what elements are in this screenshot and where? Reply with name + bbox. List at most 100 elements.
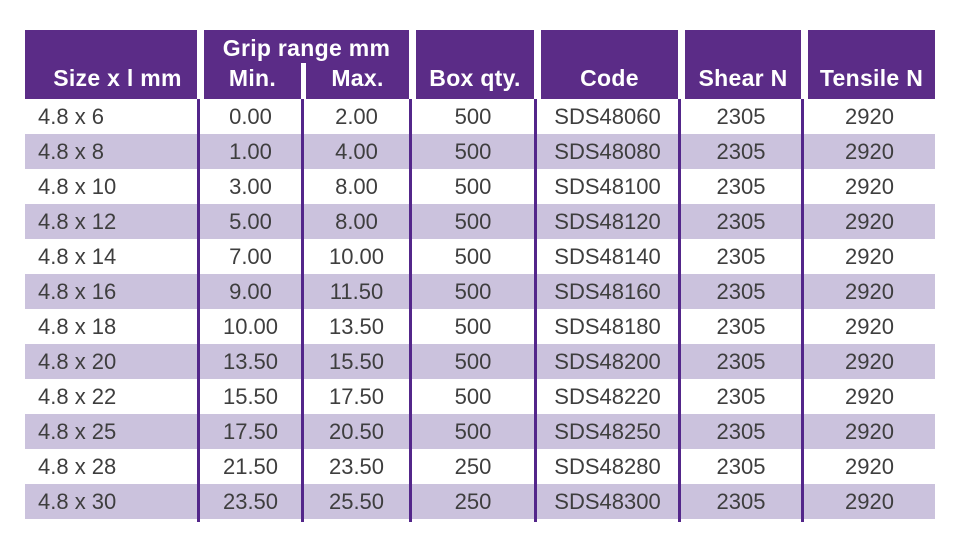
cell-box-qty: 500: [409, 414, 534, 449]
header-grip-range-group: Grip range mm: [197, 30, 409, 63]
cell-size: 4.8 x 12: [25, 204, 197, 239]
cell-code: SDS48120: [534, 204, 678, 239]
cell-size: 4.8 x 6: [25, 99, 197, 134]
grid-line-tail: [197, 519, 301, 522]
table-row: 4.8 x 10 3.00 8.00 500 SDS48100 2305 292…: [25, 169, 935, 204]
cell-code: SDS48140: [534, 239, 678, 274]
cell-size: 4.8 x 22: [25, 379, 197, 414]
cell-code: SDS48080: [534, 134, 678, 169]
cell-tensile: 2920: [801, 414, 935, 449]
table-row: 4.8 x 30 23.50 25.50 250 SDS48300 2305 2…: [25, 484, 935, 519]
cell-code: SDS48280: [534, 449, 678, 484]
cell-grip-max: 17.50: [301, 379, 409, 414]
cell-grip-max: 11.50: [301, 274, 409, 309]
cell-grip-min: 1.00: [197, 134, 301, 169]
cell-box-qty: 500: [409, 134, 534, 169]
cell-shear: 2305: [678, 134, 801, 169]
cell-grip-min: 23.50: [197, 484, 301, 519]
cell-grip-min: 0.00: [197, 99, 301, 134]
cell-tensile: 2920: [801, 169, 935, 204]
product-spec-table: Size x l mm Grip range mm Box qty. Code …: [25, 30, 935, 522]
cell-grip-min: 5.00: [197, 204, 301, 239]
cell-grip-min: 17.50: [197, 414, 301, 449]
cell-shear: 2305: [678, 484, 801, 519]
cell-shear: 2305: [678, 449, 801, 484]
header-size: Size x l mm: [25, 30, 197, 99]
cell-grip-max: 8.00: [301, 204, 409, 239]
cell-size: 4.8 x 28: [25, 449, 197, 484]
header-row-group: Size x l mm Grip range mm Box qty. Code …: [25, 30, 935, 99]
cell-tensile: 2920: [801, 379, 935, 414]
grid-line-tail: [301, 519, 409, 522]
cell-tensile: 2920: [801, 204, 935, 239]
table-footer: [25, 519, 935, 522]
cell-box-qty: 500: [409, 274, 534, 309]
cell-size: 4.8 x 10: [25, 169, 197, 204]
cell-grip-min: 13.50: [197, 344, 301, 379]
cell-shear: 2305: [678, 414, 801, 449]
cell-box-qty: 500: [409, 99, 534, 134]
cell-size: 4.8 x 8: [25, 134, 197, 169]
cell-shear: 2305: [678, 309, 801, 344]
cell-grip-max: 25.50: [301, 484, 409, 519]
cell-grip-max: 10.00: [301, 239, 409, 274]
header-grip-min: Min.: [197, 63, 301, 99]
table-row: 4.8 x 6 0.00 2.00 500 SDS48060 2305 2920: [25, 99, 935, 134]
cell-tensile: 2920: [801, 484, 935, 519]
cell-tensile: 2920: [801, 449, 935, 484]
table-row: 4.8 x 16 9.00 11.50 500 SDS48160 2305 29…: [25, 274, 935, 309]
cell-size: 4.8 x 14: [25, 239, 197, 274]
cell-grip-max: 23.50: [301, 449, 409, 484]
cell-code: SDS48060: [534, 99, 678, 134]
cell-code: SDS48300: [534, 484, 678, 519]
cell-size: 4.8 x 18: [25, 309, 197, 344]
table-header: Size x l mm Grip range mm Box qty. Code …: [25, 30, 935, 99]
table-row: 4.8 x 12 5.00 8.00 500 SDS48120 2305 292…: [25, 204, 935, 239]
cell-tensile: 2920: [801, 274, 935, 309]
cell-code: SDS48200: [534, 344, 678, 379]
table-row: 4.8 x 28 21.50 23.50 250 SDS48280 2305 2…: [25, 449, 935, 484]
header-tensile: Tensile N: [801, 30, 935, 99]
grid-line-tail-row: [25, 519, 935, 522]
cell-shear: 2305: [678, 204, 801, 239]
cell-code: SDS48180: [534, 309, 678, 344]
cell-code: SDS48160: [534, 274, 678, 309]
cell-box-qty: 250: [409, 484, 534, 519]
cell-tensile: 2920: [801, 309, 935, 344]
table-row: 4.8 x 18 10.00 13.50 500 SDS48180 2305 2…: [25, 309, 935, 344]
cell-grip-min: 10.00: [197, 309, 301, 344]
table-row: 4.8 x 20 13.50 15.50 500 SDS48200 2305 2…: [25, 344, 935, 379]
header-shear: Shear N: [678, 30, 801, 99]
cell-shear: 2305: [678, 379, 801, 414]
header-row-minmax: Min. Max.: [25, 63, 935, 99]
cell-box-qty: 500: [409, 239, 534, 274]
cell-tensile: 2920: [801, 99, 935, 134]
cell-tensile: 2920: [801, 239, 935, 274]
grid-line-tail: [678, 519, 801, 522]
cell-size: 4.8 x 16: [25, 274, 197, 309]
cell-box-qty: 500: [409, 379, 534, 414]
cell-shear: 2305: [678, 274, 801, 309]
grid-line-tail: [409, 519, 534, 522]
cell-grip-max: 20.50: [301, 414, 409, 449]
table-row: 4.8 x 22 15.50 17.50 500 SDS48220 2305 2…: [25, 379, 935, 414]
cell-size: 4.8 x 25: [25, 414, 197, 449]
cell-code: SDS48220: [534, 379, 678, 414]
cell-shear: 2305: [678, 169, 801, 204]
cell-box-qty: 500: [409, 309, 534, 344]
cell-box-qty: 500: [409, 344, 534, 379]
cell-box-qty: 500: [409, 204, 534, 239]
grid-line-tail: [534, 519, 678, 522]
cell-grip-min: 3.00: [197, 169, 301, 204]
cell-grip-min: 9.00: [197, 274, 301, 309]
cell-grip-min: 21.50: [197, 449, 301, 484]
table-row: 4.8 x 14 7.00 10.00 500 SDS48140 2305 29…: [25, 239, 935, 274]
header-box-qty: Box qty.: [409, 30, 534, 99]
cell-code: SDS48250: [534, 414, 678, 449]
table-row: 4.8 x 25 17.50 20.50 500 SDS48250 2305 2…: [25, 414, 935, 449]
header-grip-max: Max.: [301, 63, 409, 99]
table-body: 4.8 x 6 0.00 2.00 500 SDS48060 2305 2920…: [25, 99, 935, 519]
cell-size: 4.8 x 30: [25, 484, 197, 519]
cell-grip-max: 2.00: [301, 99, 409, 134]
